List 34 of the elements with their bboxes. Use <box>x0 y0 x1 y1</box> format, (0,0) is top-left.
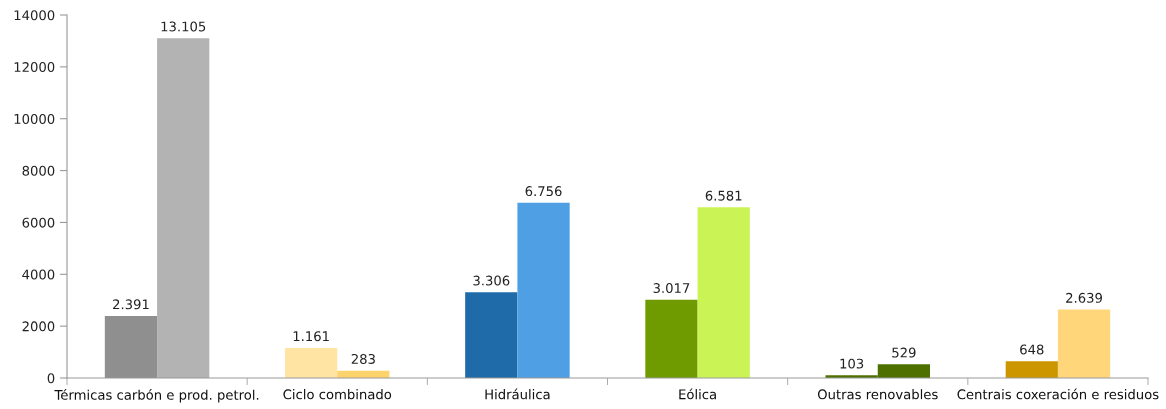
data-label: 6.581 <box>705 190 742 201</box>
x-tick-label: Hidráulica <box>485 388 550 400</box>
y-tick-label: 8000 <box>22 165 55 176</box>
data-label: 13.105 <box>161 21 206 32</box>
bar <box>645 299 698 378</box>
data-label: 6.756 <box>525 186 562 197</box>
x-tick-label: Outras renovables <box>817 389 938 400</box>
x-tick-label: Térmicas carbón e prod. petrol. <box>54 389 259 403</box>
bar <box>285 347 338 378</box>
y-tick-label: 4000 <box>22 269 55 280</box>
bar <box>697 207 750 378</box>
x-tick-label: Ciclo combinado <box>283 389 392 400</box>
y-tick-label: 0 <box>47 373 55 384</box>
bar <box>517 202 570 378</box>
x-tick-label: Eólica <box>679 388 716 400</box>
bar <box>465 292 518 378</box>
data-label: 2.639 <box>1066 292 1102 303</box>
data-label: 648 <box>1020 344 1044 355</box>
bar <box>157 38 210 378</box>
y-tick-label: 12000 <box>14 62 55 73</box>
data-label: 2.391 <box>113 299 149 310</box>
y-tick-label: 10000 <box>14 113 55 124</box>
x-tick-label: Centrais coxeración e residuos <box>957 388 1159 400</box>
data-label: 3.306 <box>473 275 510 286</box>
y-tick-label: 6000 <box>22 217 55 228</box>
bar <box>1005 361 1058 378</box>
y-tick-label: 2000 <box>22 321 55 332</box>
data-label: 283 <box>351 353 375 364</box>
y-tick-label: 14000 <box>14 10 55 21</box>
data-label: 103 <box>840 358 864 369</box>
bar <box>1057 309 1111 378</box>
data-label: 529 <box>892 347 916 358</box>
data-label: 3.017 <box>653 283 690 294</box>
data-label: 1.161 <box>293 331 329 342</box>
